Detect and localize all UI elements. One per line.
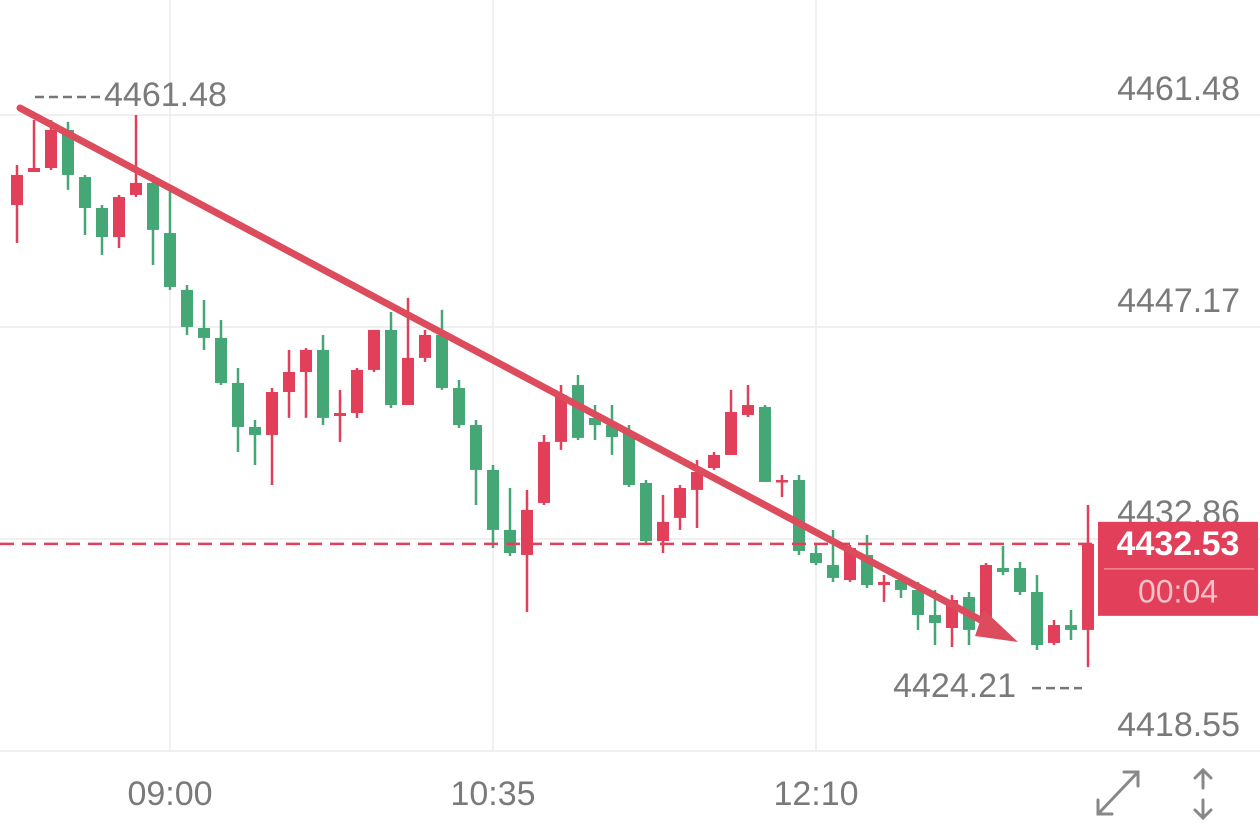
candle-body [538,441,550,503]
last-price-label: 4432.53 [1117,525,1240,563]
scale-icon[interactable] [1193,767,1213,821]
candle-body [113,197,125,238]
candle-body [504,529,516,554]
candle-body [521,509,533,555]
candle-body [79,177,91,208]
candle-body [232,382,244,427]
candle-body [453,388,465,426]
candle-body [878,581,890,586]
candle-body [317,349,329,418]
candle-body [266,392,278,435]
candle-body [62,129,74,175]
candle-body [334,413,346,416]
candle-body [1065,625,1077,630]
candle-body [215,337,227,383]
candle-body [1048,625,1060,643]
candle-body [96,208,108,238]
candle-body [844,548,856,580]
trend-arrowhead [975,610,1018,642]
candle-body [997,568,1009,572]
low-marker-label: 4424.21 [893,667,1016,705]
candle-body [11,174,23,206]
candle-body [249,426,261,435]
candle-body [657,521,669,542]
candle-body [436,334,448,388]
candle-body [385,329,397,406]
candle-body [283,372,295,392]
candle-body [368,329,380,370]
x-tick-label: 12:10 [773,775,858,813]
candle-body [198,328,210,338]
candle-body [793,480,805,551]
candle-body [555,394,567,442]
candle-body [45,129,57,168]
candle-body [130,182,142,195]
candle-body [1014,568,1026,592]
x-tick-label: 10:35 [450,775,535,813]
candle-body [776,480,788,483]
candle-body [470,425,482,470]
candle-body [300,349,312,372]
candle-body [419,334,431,358]
candle-body [810,553,822,563]
candle-body [759,406,771,482]
candle-body [402,357,414,406]
candle-body [1031,592,1043,646]
candle-body [912,589,924,615]
high-marker-label: 4461.48 [104,76,227,114]
candle-body [725,412,737,455]
candle-body [589,417,601,426]
y-tick-label: 4461.48 [1117,70,1240,108]
candle-body [929,614,941,623]
candle-body [351,369,363,414]
candle-body [28,168,40,172]
candle-body [674,488,686,518]
candles [11,114,1094,668]
candle-body [640,482,652,542]
overlay: 4461.48 4424.21 4432.53 00:04 [0,76,1258,705]
candle-body [742,405,754,415]
candle-body [181,289,193,327]
candle-body [164,233,176,287]
toolbar-icons [1096,767,1213,821]
x-tick-label: 09:00 [127,775,212,813]
candle-body [895,580,907,590]
y-tick-label: 4418.55 [1117,706,1240,744]
candle-body [827,565,839,578]
countdown-label: 00:04 [1138,573,1218,609]
candle-body [691,472,703,490]
candle-body [572,385,584,438]
candle-body [147,182,159,230]
candle-body [487,469,499,530]
trend-line [16,104,994,629]
candle-body [1082,543,1094,630]
candle-body [623,432,635,486]
candle-body [708,454,720,468]
y-tick-label: 4447.17 [1117,282,1240,320]
expand-icon[interactable] [1096,770,1140,816]
